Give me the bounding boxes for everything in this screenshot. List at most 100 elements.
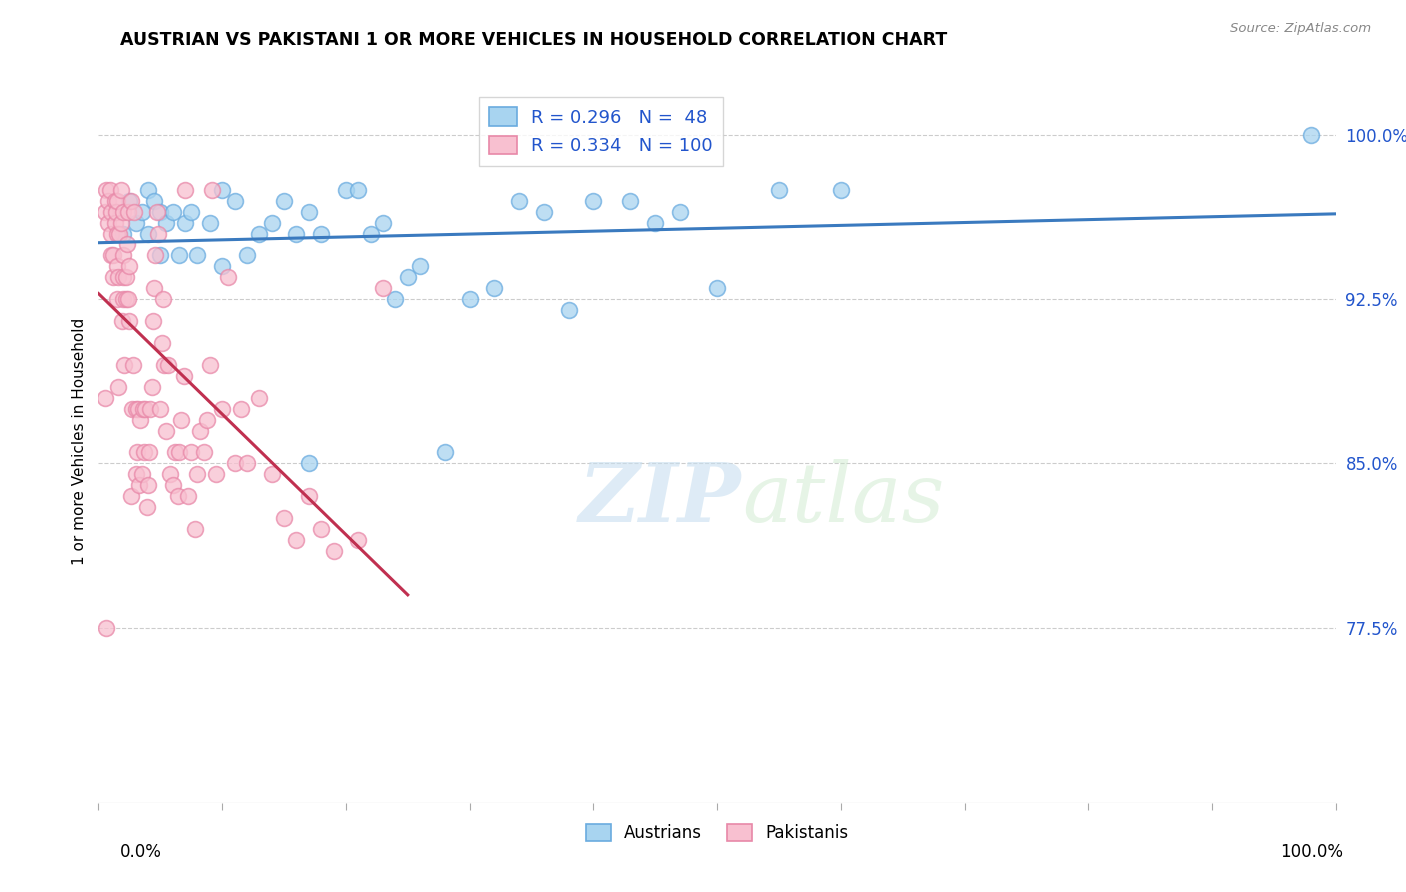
Point (195, 412, 218, 426)
Point (174, 216, 197, 230)
Point (669, 204, 692, 219)
Point (103, 216, 125, 230)
Point (236, 457, 259, 471)
Point (309, 522, 332, 536)
Point (582, 194, 605, 208)
Point (211, 260, 233, 274)
Point (193, 445, 215, 459)
Text: atlas: atlas (742, 459, 945, 540)
Point (211, 183, 233, 197)
Point (128, 478, 150, 492)
Point (322, 544, 344, 558)
Legend: Austrians, Pakistanis: Austrians, Pakistanis (579, 817, 855, 848)
Point (409, 260, 432, 274)
Point (139, 401, 162, 416)
Point (143, 248, 166, 262)
Point (132, 401, 155, 416)
Point (136, 183, 159, 197)
Point (94, 621, 117, 635)
Point (143, 194, 166, 208)
Point (120, 489, 142, 503)
Point (347, 533, 370, 547)
Point (644, 216, 666, 230)
Point (104, 204, 127, 219)
Point (188, 424, 211, 438)
Point (136, 478, 159, 492)
Point (153, 358, 176, 372)
Y-axis label: 1 or more Vehicles in Household: 1 or more Vehicles in Household (72, 318, 87, 566)
Point (396, 270, 419, 285)
Point (100, 248, 122, 262)
Point (118, 260, 141, 274)
Point (217, 270, 239, 285)
Point (173, 368, 195, 383)
Point (433, 445, 456, 459)
Point (285, 227, 308, 241)
Point (112, 292, 135, 306)
Point (384, 292, 406, 306)
Point (224, 457, 246, 471)
Point (458, 292, 481, 306)
Point (120, 194, 142, 208)
Point (105, 194, 128, 208)
Point (830, 183, 852, 197)
Point (111, 314, 134, 328)
Point (236, 248, 259, 262)
Point (162, 478, 184, 492)
Point (167, 248, 190, 262)
Point (112, 248, 135, 262)
Point (124, 467, 146, 482)
Point (138, 445, 160, 459)
Point (117, 204, 139, 219)
Point (146, 227, 169, 241)
Point (112, 358, 135, 372)
Point (149, 204, 172, 219)
Point (180, 445, 202, 459)
Point (145, 204, 167, 219)
Point (247, 227, 270, 241)
Point (122, 358, 145, 372)
Point (484, 281, 506, 295)
Point (103, 194, 125, 208)
Point (143, 281, 166, 295)
Point (273, 194, 295, 208)
Point (224, 194, 246, 208)
Point (115, 237, 138, 252)
Point (205, 467, 228, 482)
Point (706, 281, 728, 295)
Point (273, 511, 295, 525)
Point (201, 183, 224, 197)
Point (298, 457, 321, 471)
Point (117, 292, 139, 306)
Point (108, 227, 131, 241)
Point (110, 183, 132, 197)
Point (619, 194, 641, 208)
Point (150, 336, 173, 351)
Point (170, 412, 193, 426)
Point (135, 500, 157, 515)
Point (112, 204, 135, 219)
Point (107, 270, 129, 285)
Point (103, 270, 125, 285)
Point (371, 281, 394, 295)
Point (180, 204, 202, 219)
Point (198, 358, 221, 372)
Point (127, 401, 149, 416)
Point (131, 467, 153, 482)
Point (97, 216, 120, 230)
Point (335, 183, 357, 197)
Point (360, 227, 382, 241)
Point (93, 204, 115, 219)
Point (134, 445, 156, 459)
Point (110, 216, 132, 230)
Point (155, 216, 177, 230)
Point (166, 489, 188, 503)
Point (124, 216, 146, 230)
Point (134, 401, 156, 416)
Point (105, 260, 128, 274)
Point (125, 445, 148, 459)
Text: Source: ZipAtlas.com: Source: ZipAtlas.com (1230, 22, 1371, 36)
Point (162, 204, 184, 219)
Point (557, 303, 579, 318)
Point (285, 533, 308, 547)
